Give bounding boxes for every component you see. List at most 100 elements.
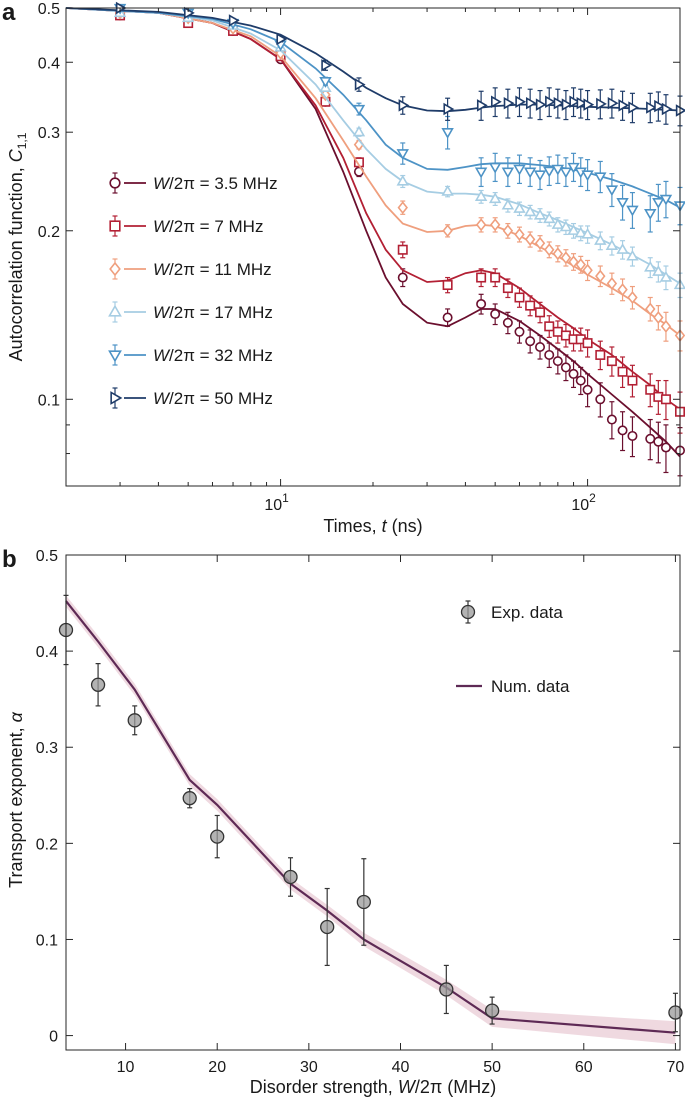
data-point	[675, 104, 685, 117]
data-point	[502, 317, 513, 328]
data-point	[560, 251, 572, 265]
data-point	[569, 95, 581, 108]
x-tick-label: 101	[264, 491, 289, 514]
data-point	[533, 208, 547, 220]
data-point	[397, 244, 408, 255]
data-point	[645, 302, 656, 316]
data-point	[525, 300, 536, 311]
panel-b-axes-box	[65, 554, 681, 1051]
data-point	[560, 362, 571, 373]
exp-series	[58, 594, 683, 1033]
panel-a-ticks: 101 102 0.1 0.2 0.3 0.4 0.5	[38, 1, 681, 514]
legend-label: W/2π = 7 MHz	[153, 217, 263, 236]
data-point	[627, 375, 638, 386]
data-point	[605, 239, 619, 250]
data-point	[559, 167, 573, 179]
data-point	[628, 101, 640, 114]
data-point	[652, 265, 665, 276]
data-point	[575, 375, 586, 386]
legend-marker	[109, 220, 121, 232]
data-point	[352, 104, 366, 116]
data-point	[606, 414, 617, 425]
data-point	[581, 227, 594, 239]
data-point	[626, 249, 639, 261]
data-point	[616, 243, 629, 254]
x-tick-label: 102	[571, 491, 596, 514]
data-point	[627, 290, 638, 305]
data-point	[618, 99, 630, 112]
data-point	[439, 982, 454, 997]
data-point	[553, 96, 565, 110]
legend-label: Num. data	[491, 677, 570, 696]
data-point	[582, 338, 593, 349]
data-point	[320, 919, 335, 935]
y-tick-label: 0.4	[36, 644, 58, 661]
data-point	[502, 224, 514, 238]
legend-entry-exp: Exp. data	[460, 600, 563, 624]
data-point	[476, 272, 487, 283]
panel-b-label: b	[2, 546, 17, 573]
data-point	[545, 95, 556, 108]
data-point	[490, 309, 501, 320]
data-point	[660, 394, 671, 405]
data-point	[617, 425, 628, 436]
panel-a-legend: W/2π = 3.5 MHz W/2π = 7 MHz W/2π = 11 MHz W…	[108, 172, 278, 409]
x-tick-label: 60	[575, 1059, 593, 1076]
y-tick-label: 0.3	[36, 740, 58, 757]
series-6	[65, 1, 685, 127]
data-point	[595, 394, 606, 405]
data-point	[514, 326, 525, 337]
data-point	[582, 263, 593, 277]
data-point	[442, 280, 453, 291]
data-point	[568, 368, 579, 379]
data-point	[594, 234, 607, 245]
data-point	[352, 125, 366, 137]
data-point	[475, 218, 487, 232]
data-point	[513, 202, 526, 213]
num-uncertainty-band	[66, 595, 676, 1045]
data-point	[561, 98, 573, 111]
data-point	[501, 167, 515, 179]
data-point	[594, 172, 607, 184]
panel-a: a 101 102 0.1 0.2 0.3 0.4 0.5 Autocorrelation …	[2, 0, 685, 536]
data-point	[661, 102, 673, 116]
data-point	[442, 312, 453, 323]
data-point	[398, 99, 410, 112]
data-point	[567, 224, 580, 235]
data-point	[617, 283, 628, 297]
data-point	[583, 98, 595, 111]
y-tick-label: 0.1	[38, 392, 60, 409]
data-point	[544, 349, 555, 360]
data-point	[515, 95, 527, 108]
y-tick-label: 0.5	[36, 548, 58, 565]
legend-marker	[460, 604, 476, 620]
data-point	[484, 1003, 500, 1018]
data-point	[552, 326, 563, 337]
data-point	[574, 226, 587, 238]
data-point	[581, 170, 594, 182]
legend-entry-num: Num. data	[456, 677, 570, 696]
legend-label: W/2π = 32 MHz	[153, 346, 273, 365]
data-point	[659, 270, 673, 282]
data-point	[283, 869, 298, 885]
panel-a-ylabel: Autocorrelation function, C1,1	[6, 132, 29, 361]
data-point	[645, 433, 656, 444]
data-point	[654, 99, 665, 113]
legend-entry-4: W/2π = 17 MHz	[108, 301, 273, 323]
data-point	[668, 1005, 683, 1020]
legend-entry-5: W/2π = 32 MHz	[108, 344, 273, 366]
panel-b: b 10 20 30 40 50 60 70 0 0.1 0.2 0.3 0.4 0.5 Transpo…	[2, 546, 684, 1097]
legend-label: Exp. data	[491, 603, 563, 622]
x-tick-label: 20	[208, 1059, 226, 1076]
data-point	[653, 310, 664, 325]
data-point	[488, 162, 502, 174]
legend-entry-6: W/2π = 50 MHz	[110, 387, 273, 409]
data-point	[559, 220, 573, 232]
data-point	[544, 321, 555, 332]
data-point	[646, 101, 657, 114]
data-point	[544, 243, 555, 257]
legend-marker	[110, 391, 123, 405]
data-point	[606, 276, 618, 291]
legend-entry-1: W/2π = 3.5 MHz	[109, 172, 278, 194]
data-point	[659, 194, 673, 206]
